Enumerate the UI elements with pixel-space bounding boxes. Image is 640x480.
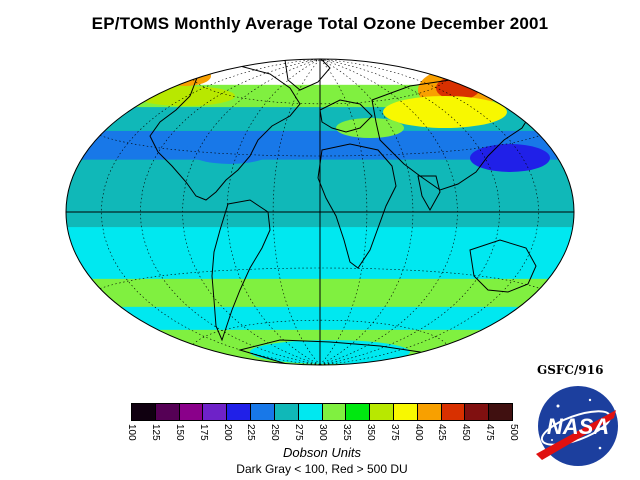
- ozone-low-atlantic: [186, 136, 274, 164]
- colorbar-swatch: [179, 404, 204, 420]
- colorbar: [131, 403, 513, 421]
- colorbar-swatch: [155, 404, 180, 420]
- colorbar-note: Dark Gray < 100, Red > 500 DU: [236, 462, 408, 476]
- colorbar-swatch: [251, 404, 275, 420]
- colorbar-swatch: [393, 404, 418, 420]
- ozone-yellow-north-america: [135, 86, 235, 106]
- map-title: EP/TOMS Monthly Average Total Ozone Dece…: [91, 14, 549, 33]
- coast-australia: [469, 239, 537, 293]
- coast-europe: [319, 99, 373, 133]
- ozone-map: [65, 58, 575, 366]
- coast-africa: [317, 143, 397, 269]
- colorbar-swatch: [370, 404, 394, 420]
- coast-south-america: [211, 199, 271, 342]
- ozone-low-east-asia: [470, 144, 550, 172]
- colorbar-swatch: [227, 404, 252, 420]
- colorbar-swatch: [322, 404, 347, 420]
- colorbar-units-label: Dobson Units: [282, 445, 362, 460]
- colorbar-swatch: [417, 404, 442, 420]
- nasa-meatball-icon: NASA: [536, 386, 618, 466]
- nasa-logo-text: NASA: [547, 414, 609, 439]
- colorbar-ticks: 100 125 150 175 200 225 250 275 300 325 350 375 400 4…: [126, 424, 519, 444]
- colorbar-swatch: [203, 404, 228, 420]
- colorbar-swatch: [346, 404, 371, 420]
- coast-greenland: [284, 59, 331, 91]
- coast-antarctica: [238, 339, 442, 365]
- ozone-mid-europe: [336, 118, 404, 138]
- colorbar-swatch: [298, 404, 323, 420]
- coast-north-america: [149, 65, 301, 201]
- coast-india: [417, 175, 441, 212]
- credit-label: GSFC/916: [537, 363, 604, 377]
- colorbar-swatch: [489, 404, 512, 420]
- colorbar-swatch: [441, 404, 466, 420]
- colorbar-swatch: [274, 404, 299, 420]
- colorbar-swatch: [132, 404, 156, 420]
- colorbar-swatch: [465, 404, 490, 420]
